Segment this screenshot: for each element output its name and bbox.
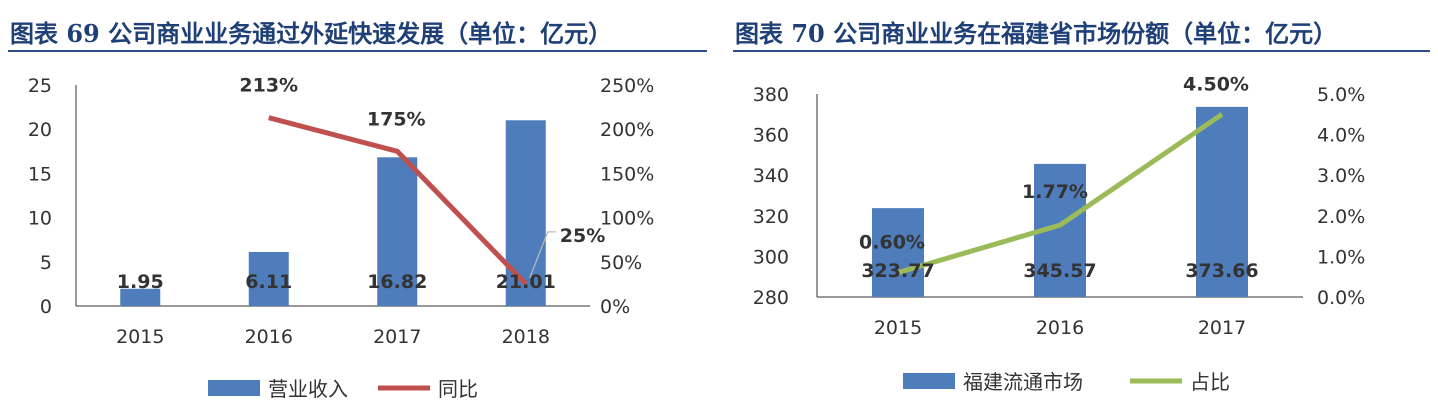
chart-panel-left: 图表 69 公司商业业务通过外延快速发展（单位：亿元） 0 5 10 15 20 25 0%… [0,0,715,418]
y-left-tick-label: 320 [753,206,789,228]
bar [505,120,546,306]
chart-right-svg: 280 300 320 340 360 380 0.0% 1.0% 2.0% 3.0% 4.0% 5.… [753,73,1366,394]
x-tick-label: 2015 [874,317,922,339]
bar [120,288,161,306]
y-left-tick-label: 25 [28,75,52,97]
bar-data-label: 373.66 [1185,260,1258,282]
y-right-tick-label: 4.0% [1317,125,1365,147]
bar [1196,106,1248,297]
y-right-tick-label: 0.0% [1317,287,1365,309]
y-right-tick-label: 50% [600,252,642,274]
bar [248,251,289,306]
line-data-label: 25% [560,225,605,247]
legend-bar-swatch [903,373,955,389]
y-left-tick-label: 5 [40,252,52,274]
y-left-tick-label: 10 [28,208,52,230]
y-right-tick-label: 250% [600,75,654,97]
x-tick-label: 2015 [116,326,164,348]
y-left-tick-label: 300 [753,246,789,268]
x-tick-label: 2016 [245,326,293,348]
chart-title: 图表 69 公司商业业务通过外延快速发展（单位：亿元） [10,19,613,48]
bar-data-label: 21.01 [496,271,556,293]
series-line [268,115,528,286]
bar-data-label: 323.77 [861,260,934,282]
bar [872,208,924,297]
y-right-tick-label: 100% [600,208,654,230]
line-data-label: 1.77% [1022,181,1088,203]
y-right-tick-label: 0% [600,296,630,318]
bar [377,157,418,306]
bar-data-label: 6.11 [245,271,292,293]
legend-bar-label: 营业收入 [268,377,348,401]
line-data-label: 213% [239,75,298,97]
x-tick-label: 2016 [1036,317,1084,339]
legend-bar-label: 福建流通市场 [963,370,1083,394]
y-left-tick-label: 380 [753,84,789,106]
legend-line-label: 同比 [438,377,478,401]
y-left-tick-label: 280 [753,287,789,309]
y-left-tick-label: 0 [40,296,52,318]
legend-bar-swatch [208,380,260,396]
title-rule [8,50,707,52]
line-data-label: 175% [367,108,426,130]
chart-panel-right: 图表 70 公司商业业务在福建省市场份额（单位：亿元） 280 300 320 340… [725,0,1438,418]
y-right-tick-label: 5.0% [1317,84,1365,106]
legend-line-label: 占比 [1190,370,1230,394]
y-left-tick-label: 15 [28,163,52,185]
line-data-label: 4.50% [1183,73,1249,95]
y-right-tick-label: 150% [600,163,654,185]
x-tick-label: 2017 [1198,317,1246,339]
line-data-label: 0.60% [859,232,925,254]
x-tick-label: 2018 [502,326,550,348]
y-left-tick-label: 340 [753,165,789,187]
bar-data-label: 1.95 [117,271,164,293]
title-rule [733,50,1430,52]
y-right-tick-label: 1.0% [1317,246,1365,268]
y-right-tick-label: 200% [600,119,654,141]
y-left-tick-label: 360 [753,125,789,147]
x-tick-label: 2017 [373,326,421,348]
chart-title: 图表 70 公司商业业务在福建省市场份额（单位：亿元） [735,19,1338,48]
y-right-tick-label: 3.0% [1317,165,1365,187]
bar-data-label: 16.82 [367,271,427,293]
series-line [897,112,1224,276]
y-right-tick-label: 2.0% [1317,206,1365,228]
bar-data-label: 345.57 [1023,260,1096,282]
line-label-leader [529,231,556,279]
y-left-tick-label: 20 [28,119,52,141]
